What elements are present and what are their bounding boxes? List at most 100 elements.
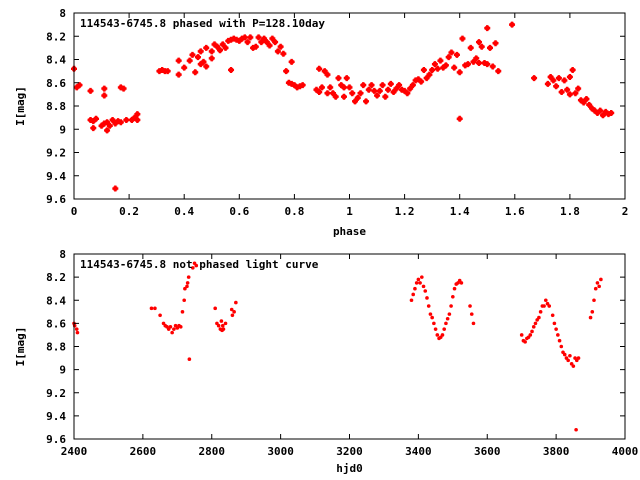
x-tick-label: 3600: [474, 445, 501, 458]
data-point: [191, 266, 195, 270]
data-point: [229, 307, 234, 312]
data-point: [418, 281, 422, 285]
data-point: [430, 315, 434, 320]
data-point: [469, 312, 474, 316]
data-point: [484, 61, 491, 68]
data-point: [385, 86, 392, 93]
x-tick-label: 2: [622, 205, 629, 218]
data-point: [588, 315, 593, 320]
y-tick-label: 9.4: [46, 410, 66, 423]
data-point: [106, 122, 113, 129]
data-point: [509, 21, 516, 28]
data-point: [194, 263, 199, 268]
x-tick-label: 1.8: [560, 205, 580, 218]
data-point: [467, 44, 474, 51]
data-point: [223, 321, 228, 326]
data-point: [550, 313, 555, 318]
data-point: [288, 58, 295, 65]
y-tick-label: 8: [59, 7, 66, 20]
y-tick-label: 9: [59, 364, 66, 377]
data-point: [187, 357, 192, 362]
x-tick-label: 2600: [130, 445, 157, 458]
data-point: [597, 284, 601, 289]
y-tick-label: 8.8: [46, 100, 66, 113]
y-tick-label: 9.4: [46, 170, 66, 183]
y-tick-label: 8.2: [46, 30, 66, 43]
data-point: [172, 327, 176, 331]
data-point: [149, 306, 154, 311]
data-point: [87, 87, 94, 94]
y-tick-label: 9: [59, 123, 66, 136]
data-point: [274, 48, 281, 55]
data-point: [213, 306, 217, 311]
data-point: [561, 77, 568, 84]
data-point: [180, 310, 185, 314]
data-point: [413, 286, 417, 291]
data-point: [134, 116, 141, 123]
data-point: [117, 119, 124, 126]
data-point: [101, 85, 108, 92]
data-point: [421, 284, 426, 289]
data-point: [444, 321, 448, 326]
unphased-y-axis-label: I[mag]: [14, 327, 27, 367]
y-tick-label: 8.6: [46, 317, 66, 330]
data-point: [537, 315, 541, 320]
data-point: [324, 90, 331, 97]
data-point: [168, 325, 173, 329]
data-point: [459, 281, 464, 285]
data-point: [203, 63, 210, 70]
data-point: [571, 364, 576, 368]
data-point: [182, 298, 186, 303]
data-point: [533, 321, 538, 326]
y-tick-label: 8.8: [46, 341, 66, 354]
data-point: [280, 50, 287, 57]
data-point: [365, 86, 372, 93]
x-tick-label: 2800: [199, 445, 226, 458]
unphased-plot-frame: [73, 253, 626, 440]
phased-y-axis-label: I[mag]: [14, 86, 27, 126]
data-point: [277, 43, 284, 50]
data-point: [592, 298, 596, 303]
data-point: [327, 84, 334, 91]
data-point: [489, 63, 496, 70]
data-point: [433, 327, 438, 331]
data-point: [203, 44, 210, 51]
data-point: [357, 90, 364, 97]
x-tick-label: 1.6: [505, 205, 525, 218]
data-point: [318, 84, 325, 91]
data-point: [194, 54, 201, 61]
data-point: [420, 275, 424, 279]
data-point: [555, 75, 562, 82]
data-point: [566, 358, 570, 363]
phased-plot-frame: [73, 12, 626, 200]
data-point: [175, 57, 182, 64]
data-point: [557, 338, 562, 343]
data-point: [558, 89, 565, 96]
data-point: [343, 75, 350, 82]
data-point: [542, 304, 546, 308]
data-point: [566, 73, 573, 80]
data-point: [437, 57, 444, 64]
data-point: [93, 115, 100, 122]
data-point: [208, 48, 215, 55]
data-point: [123, 116, 130, 123]
x-tick-label: 4000: [612, 445, 639, 458]
data-point: [530, 329, 534, 334]
data-point: [411, 292, 416, 297]
data-point: [217, 47, 224, 54]
data-point: [475, 59, 482, 66]
x-tick-label: 3000: [267, 445, 294, 458]
data-point: [244, 39, 251, 46]
data-point: [120, 85, 127, 92]
data-point: [90, 125, 97, 132]
data-point: [354, 94, 361, 101]
data-point: [316, 65, 323, 72]
data-point: [222, 44, 229, 51]
data-point: [593, 286, 598, 291]
data-point: [220, 323, 225, 328]
data-point: [374, 92, 381, 99]
data-point: [426, 304, 431, 308]
data-point: [595, 281, 600, 285]
data-point: [453, 51, 460, 58]
data-point: [428, 312, 433, 316]
